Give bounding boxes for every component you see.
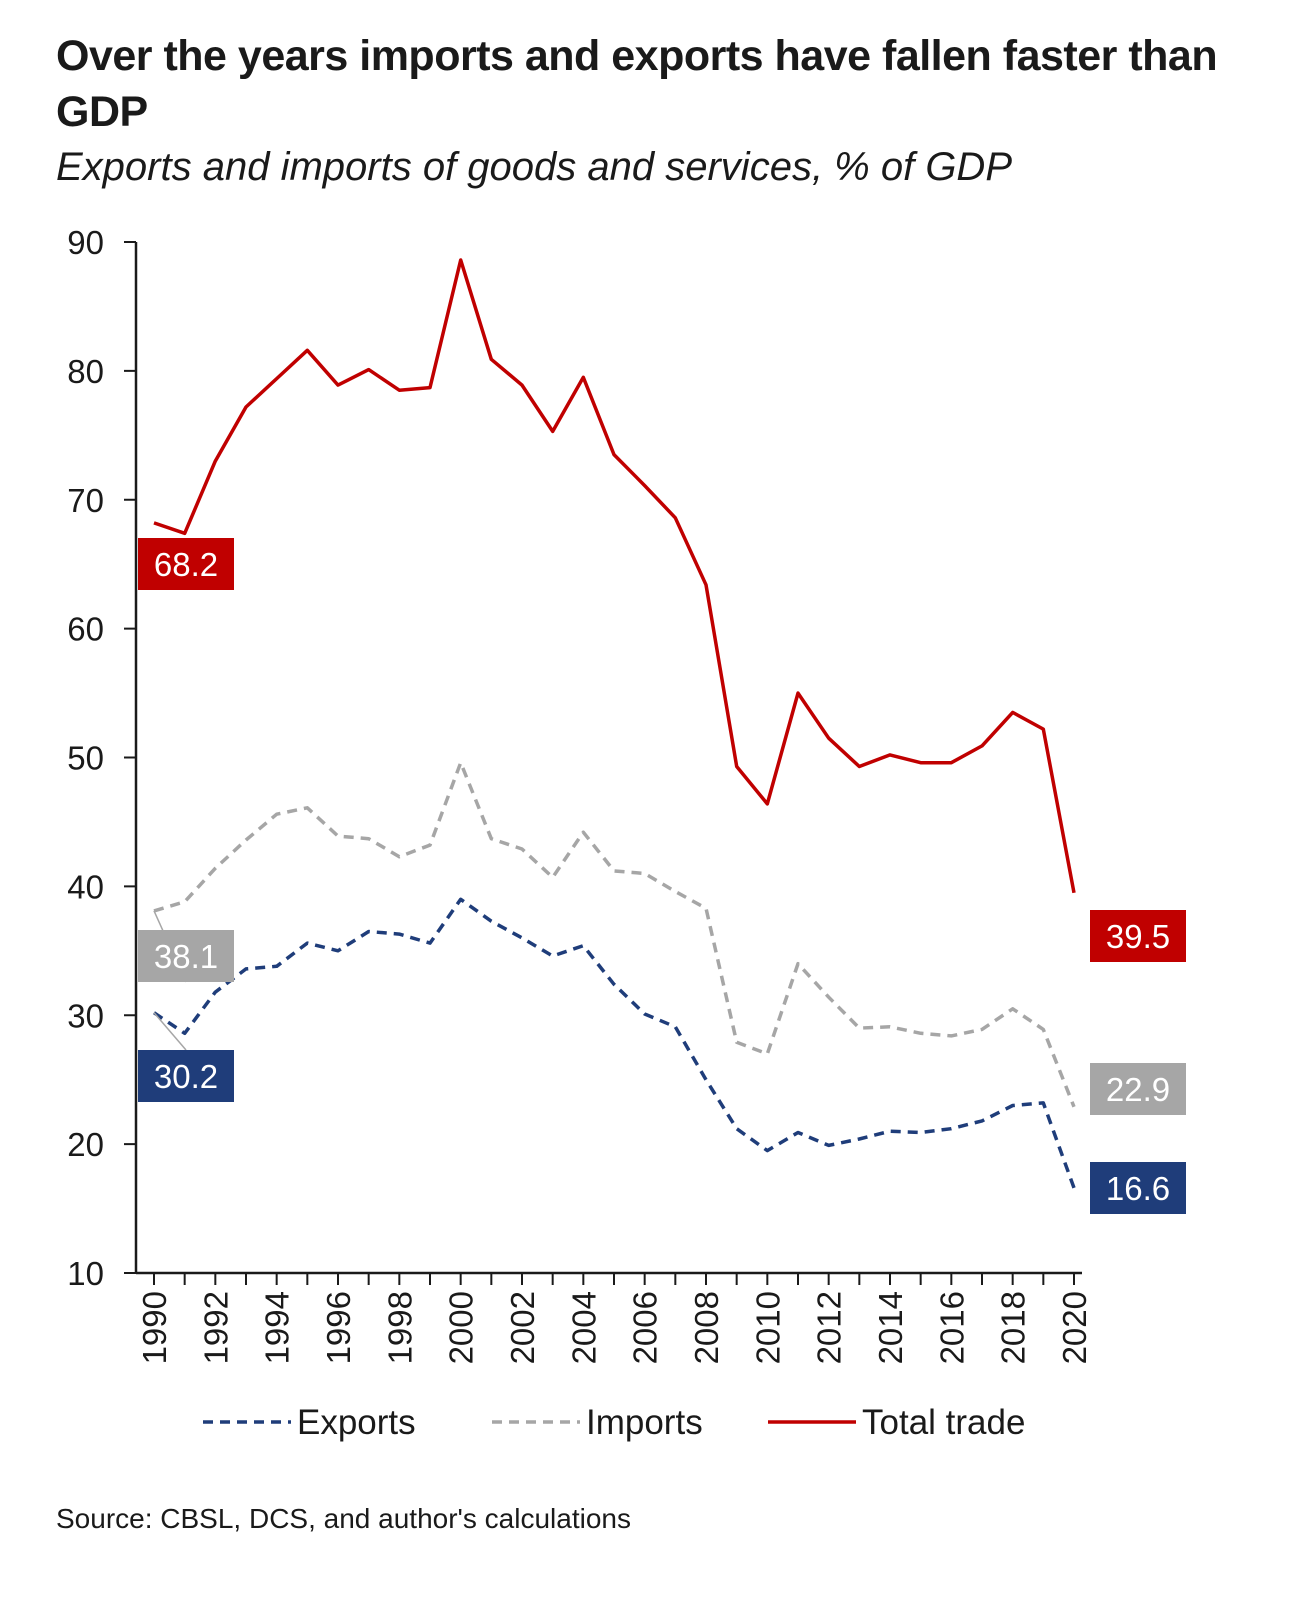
y-tick-label: 80 — [67, 353, 104, 390]
y-tick-label: 70 — [67, 482, 104, 519]
x-tick-label: 2012 — [811, 1291, 848, 1364]
x-tick-label: 1996 — [320, 1291, 357, 1364]
end-value-labels: 30.2 16.6 38.1 22.9 68.2 39.5 — [138, 538, 1186, 1214]
y-tick-label: 60 — [67, 611, 104, 648]
x-tick-label: 1990 — [136, 1291, 173, 1364]
series-line-imports — [153, 760, 1076, 1108]
chart-subtitle: Exports and imports of goods and service… — [56, 145, 1012, 189]
label-leader-line — [153, 1012, 187, 1051]
x-tick-label: 2018 — [995, 1291, 1032, 1364]
x-tick-label: 2020 — [1056, 1291, 1093, 1364]
x-tick-label: 1992 — [197, 1291, 234, 1364]
x-tick-label: 1994 — [259, 1291, 296, 1364]
legend-label: Imports — [586, 1403, 703, 1442]
x-tick-label: 2002 — [504, 1291, 541, 1364]
value-label-end: 39.5 — [1106, 918, 1170, 955]
legend: Exports Imports Total trade — [203, 1403, 1025, 1442]
y-tick-label: 50 — [67, 740, 104, 777]
value-label-start: 30.2 — [154, 1058, 218, 1095]
y-tick-label: 90 — [67, 224, 104, 261]
value-label-start: 38.1 — [154, 938, 218, 975]
value-label-box — [138, 538, 234, 590]
y-tick-label: 20 — [67, 1126, 104, 1163]
series-line-total-trade — [153, 258, 1076, 894]
value-label-box — [138, 930, 234, 982]
x-tick-label: 2016 — [933, 1291, 970, 1364]
value-label-start: 68.2 — [154, 546, 218, 583]
series-lines — [153, 258, 1076, 1189]
series-line-exports — [153, 897, 1076, 1189]
x-tick-label: 2008 — [688, 1291, 725, 1364]
value-label-box — [1090, 910, 1186, 962]
y-tick-label: 40 — [67, 868, 104, 905]
legend-label: Exports — [297, 1403, 416, 1442]
x-tick-label: 1998 — [381, 1291, 418, 1364]
value-label-end: 16.6 — [1106, 1170, 1170, 1207]
source-note: Source: CBSL, DCS, and author's calculat… — [56, 1503, 631, 1534]
value-label-box — [1090, 1162, 1186, 1214]
legend-label: Total trade — [862, 1403, 1025, 1442]
value-label-box — [1090, 1063, 1186, 1115]
x-tick-label: 2004 — [565, 1291, 602, 1364]
axes — [134, 242, 1082, 1275]
x-tick-label: 2006 — [627, 1291, 664, 1364]
x-tick-label: 2010 — [749, 1291, 786, 1364]
y-tick-label: 30 — [67, 997, 104, 1034]
x-tick-label: 2014 — [872, 1291, 909, 1364]
value-label-end: 22.9 — [1106, 1071, 1170, 1108]
y-axis-ticks: 10 20 30 40 50 60 70 80 90 — [67, 224, 136, 1292]
chart-title: Over the years imports and exports have … — [56, 32, 1218, 136]
x-tick-label: 2000 — [443, 1291, 480, 1364]
value-label-box — [138, 1050, 234, 1102]
y-tick-label: 10 — [67, 1255, 104, 1292]
x-axis-ticks: 1990 1992 1994 1996 1998 2000 2002 2004 2006 2008… — [136, 1273, 1093, 1364]
